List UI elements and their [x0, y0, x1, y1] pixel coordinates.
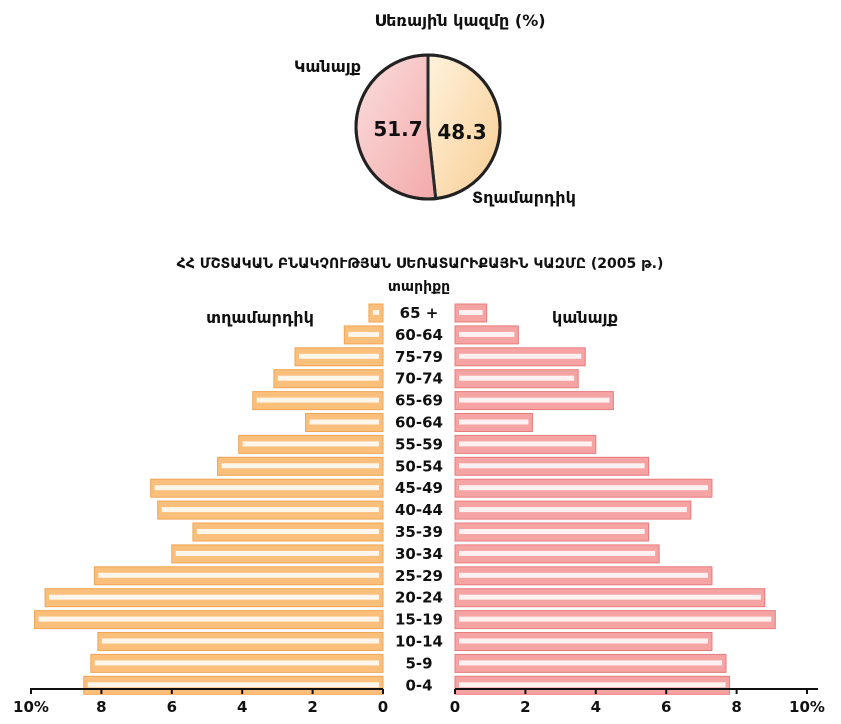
x-tick-label-right: 2 [520, 698, 530, 716]
x-tick-label-right: 0 [450, 698, 460, 716]
bar-men-highlight [49, 594, 380, 600]
bar-women-highlight [459, 682, 726, 688]
bar-men-highlight [98, 572, 380, 578]
x-tick-label-right: 6 [661, 698, 671, 716]
age-label: 10-14 [395, 633, 443, 651]
pyramid-title: ՀՀ ՄՇՏԱԿԱՆ ԲՆԱԿՉՈՒԹՅԱՆ ՍԵՌԱՏԱՐԻՔԱՅԻՆ ԿԱԶ… [177, 256, 664, 272]
bar-women-highlight [459, 441, 592, 447]
pie-outline [354, 53, 502, 201]
age-label: 60-64 [395, 414, 443, 432]
x-tick-label-left: 6 [167, 698, 177, 716]
bar-women-highlight [459, 353, 582, 359]
age-label: 75-79 [395, 348, 443, 366]
bar-men-highlight [256, 397, 379, 403]
age-label: 30-34 [395, 545, 443, 563]
bar-women-highlight [459, 331, 515, 337]
bar-women-highlight [459, 310, 483, 315]
x-tick-label-left: 2 [307, 698, 317, 716]
age-label: 0-4 [405, 676, 432, 694]
bar-women-highlight [459, 397, 610, 403]
age-label: 40-44 [395, 501, 443, 519]
bar-men-highlight [161, 507, 379, 513]
bar-men-highlight [372, 310, 379, 315]
age-label: 50-54 [395, 457, 443, 475]
pie-chart: 51.7 48.3 [354, 53, 502, 201]
age-label: 70-74 [395, 370, 443, 388]
age-axis-title: տարիքը [388, 279, 450, 295]
bar-women-highlight [459, 529, 645, 534]
x-tick-label-right: 4 [591, 698, 601, 716]
age-label: 5-9 [405, 654, 432, 672]
bar-men-highlight [299, 353, 379, 359]
bar-men-highlight [175, 550, 379, 556]
bar-women-highlight [459, 507, 687, 513]
age-label: 35-39 [395, 523, 443, 541]
bar-men-highlight [221, 463, 379, 469]
pie-value-men: 48.3 [437, 120, 486, 144]
bar-women-highlight [459, 638, 708, 644]
pie-label-men: Տղամարդիկ [472, 188, 576, 207]
age-label: 45-49 [395, 479, 443, 497]
age-label: 25-29 [395, 567, 443, 585]
age-label: 20-24 [395, 589, 443, 607]
bar-men-highlight [309, 419, 379, 425]
bar-women-highlight [459, 660, 723, 666]
bar-women-highlight [459, 419, 529, 425]
bar-men-highlight [94, 660, 379, 666]
bar-men-highlight [242, 441, 379, 447]
bar-men-highlight [38, 616, 380, 622]
bar-women-highlight [459, 375, 575, 381]
pie-title: Սեռային կազմը (%) [374, 11, 545, 30]
x-tick-label-left: 4 [237, 698, 247, 716]
x-tick-label-right: 10% [789, 698, 825, 716]
bar-women-highlight [459, 463, 645, 469]
bar-women-highlight [459, 485, 708, 491]
age-label: 65-69 [395, 392, 443, 410]
bar-men-highlight [196, 529, 379, 534]
x-tick-label-left: 8 [96, 698, 106, 716]
age-label: 55-59 [395, 435, 443, 453]
bar-women-highlight [459, 572, 708, 578]
pyramid-chart: 65 + 60-64 75-79 70-74 65-69 60-64 55-59 50-54 4… [13, 303, 825, 716]
bar-men-highlight [154, 485, 379, 491]
bar-men-highlight [277, 375, 379, 381]
x-tick-label-left: 10% [13, 698, 49, 716]
age-label: 15-19 [395, 611, 443, 629]
bar-men-highlight [87, 682, 380, 688]
age-label: 65 + [400, 304, 439, 322]
bar-women-highlight [459, 616, 772, 622]
legend-men: տղամարդիկ [206, 308, 314, 327]
age-label: 60-64 [395, 326, 443, 344]
legend-women: կանայք [552, 308, 618, 327]
x-tick-label-left: 0 [378, 698, 388, 716]
bar-women-highlight [459, 550, 656, 556]
bar-women-highlight [459, 594, 761, 600]
bar-men-highlight [348, 331, 379, 337]
pie-value-women: 51.7 [373, 117, 422, 141]
x-tick-label-right: 8 [731, 698, 741, 716]
pie-label-women: Կանայք [294, 57, 361, 76]
bar-men-highlight [101, 638, 379, 644]
